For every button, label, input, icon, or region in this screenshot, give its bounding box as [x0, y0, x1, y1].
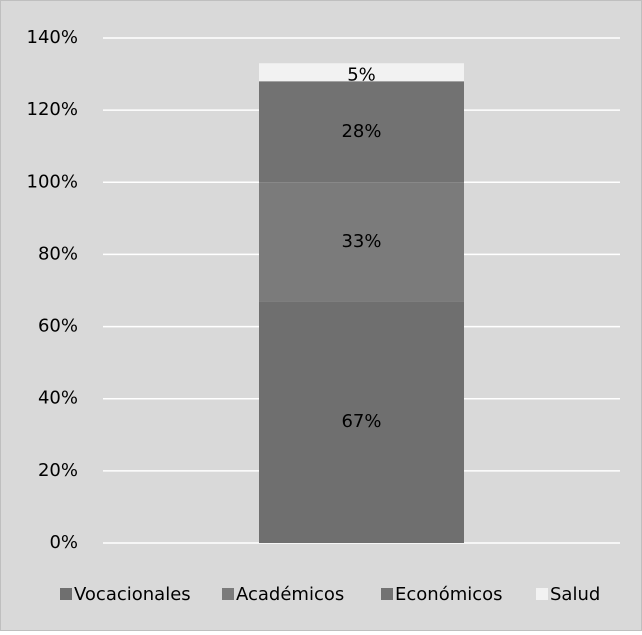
legend-label: Salud — [550, 584, 600, 605]
y-tick-label: 120% — [27, 99, 78, 120]
legend-label: Vocacionales — [74, 584, 191, 605]
y-tick-label: 60% — [38, 316, 78, 337]
y-tick-label: 80% — [38, 243, 78, 264]
data-label: 33% — [341, 231, 381, 252]
y-tick-label: 140% — [27, 27, 78, 48]
legend-swatch — [381, 588, 393, 600]
legend-swatch — [222, 588, 234, 600]
data-label: 5% — [347, 64, 376, 85]
y-tick-label: 20% — [38, 460, 78, 481]
y-tick-label: 100% — [27, 171, 78, 192]
legend-label: Económicos — [395, 584, 503, 605]
bar-segment — [259, 81, 464, 183]
data-label: 28% — [341, 121, 381, 142]
legend-swatch — [536, 588, 548, 600]
bar-segment — [259, 63, 464, 82]
bar-segment — [259, 182, 464, 302]
bar-segment — [259, 301, 464, 543]
legend-label: Académicos — [236, 584, 344, 605]
y-tick-label: 40% — [38, 388, 78, 409]
legend-swatch — [60, 588, 72, 600]
data-label: 67% — [341, 411, 381, 432]
y-tick-label: 0% — [49, 532, 78, 553]
